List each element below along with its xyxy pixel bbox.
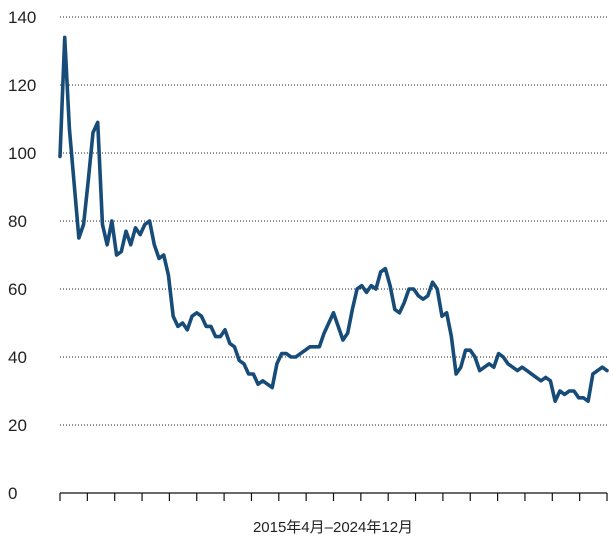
y-tick-label: 60 (8, 280, 27, 299)
y-tick-label: 100 (8, 144, 36, 163)
gridlines (60, 16, 607, 426)
y-tick-label: 120 (8, 76, 36, 95)
y-axis-tick-labels: 0 20 40 60 80 100 120 140 (8, 8, 36, 503)
y-tick-label: 20 (8, 416, 27, 435)
y-tick-label: 40 (8, 348, 27, 367)
x-axis-label: 2015年4月–2024年12月 (253, 519, 413, 536)
y-tick-label: 0 (8, 484, 17, 503)
series-layer (58, 35, 609, 404)
y-tick-label: 140 (8, 8, 36, 27)
x-axis (59, 492, 608, 501)
y-tick-label: 80 (8, 212, 27, 231)
series-line (58, 35, 609, 404)
